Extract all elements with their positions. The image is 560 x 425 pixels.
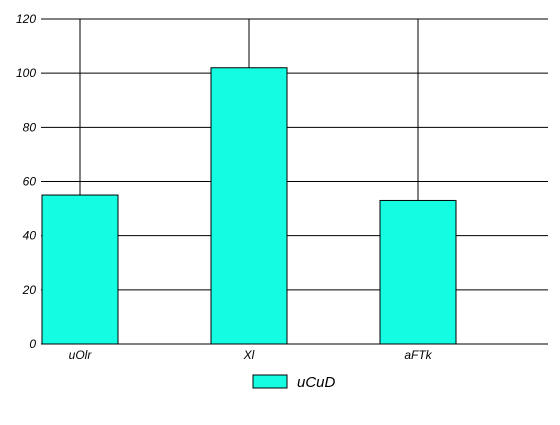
bar-aFTk bbox=[379, 199, 457, 345]
y-tick-label-6: 120 bbox=[16, 12, 36, 26]
y-tick-label-0: 0 bbox=[29, 337, 36, 351]
y-axis-ticks: 0 20 40 60 80 100 120 bbox=[16, 12, 36, 351]
x-category-label-0: uOlr bbox=[69, 348, 93, 362]
y-tick-label-2: 40 bbox=[23, 229, 37, 243]
x-category-label-1: Xl bbox=[243, 348, 255, 362]
y-tick-label-1: 20 bbox=[22, 283, 37, 297]
x-axis-categories: uOlr Xl aFTk bbox=[69, 348, 433, 362]
y-tick-label-3: 60 bbox=[23, 175, 37, 189]
bar-Xl bbox=[210, 67, 288, 345]
bars bbox=[41, 67, 457, 345]
y-tick-label-5: 100 bbox=[16, 66, 36, 80]
legend-label: uCuD bbox=[297, 374, 336, 391]
legend: uCuD bbox=[252, 374, 336, 391]
legend-swatch bbox=[252, 374, 288, 389]
x-category-label-2: aFTk bbox=[404, 348, 432, 362]
bar-uOlr bbox=[41, 194, 119, 345]
y-tick-label-4: 80 bbox=[23, 120, 37, 134]
